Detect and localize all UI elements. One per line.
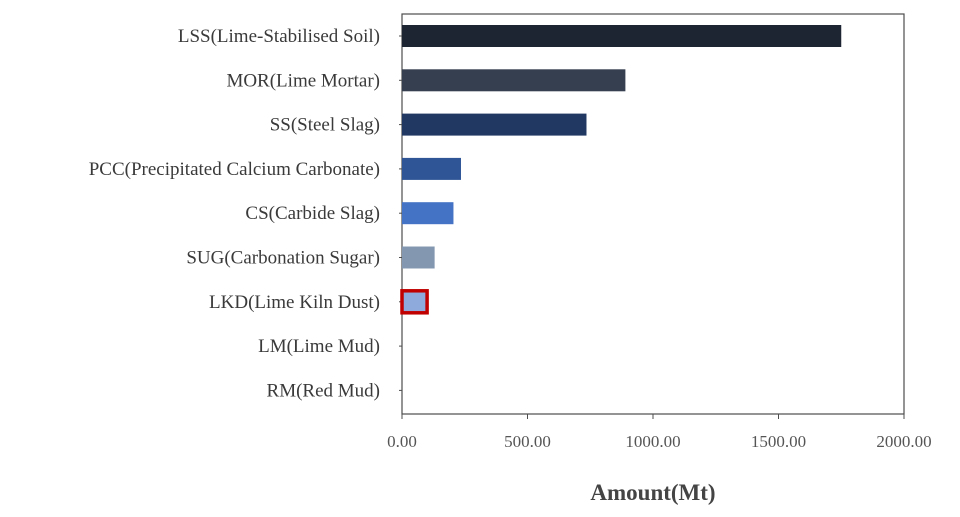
x-tick-label-1000: 1000.00 — [625, 432, 680, 451]
bar-lkd-highlighted — [400, 289, 429, 315]
x-tick-label-2000: 2000.00 — [876, 432, 931, 451]
bar-pcc — [402, 157, 461, 180]
category-label-ss: SS(Steel Slag) — [270, 115, 380, 136]
category-labels: LSS(Lime-Stabilised Soil) MOR(Lime Mortar… — [89, 26, 380, 401]
x-tick-label-0: 0.00 — [387, 432, 417, 451]
bar-mor — [402, 69, 626, 92]
x-axis-title: Amount(Mt) — [590, 480, 715, 505]
x-axis-ticks: 0.00 500.00 1000.00 1500.00 2000.00 — [387, 414, 932, 451]
category-label-lkd: LKD(Lime Kiln Dust) — [209, 292, 380, 313]
category-label-lss: LSS(Lime-Stabilised Soil) — [178, 26, 380, 47]
x-tick-label-500: 500.00 — [504, 432, 551, 451]
category-label-sug: SUG(Carbonation Sugar) — [186, 248, 380, 269]
category-label-lm: LM(Lime Mud) — [258, 336, 380, 357]
x-tick-label-1500: 1500.00 — [751, 432, 806, 451]
bar-cs — [402, 202, 454, 225]
category-label-cs: CS(Carbide Slag) — [245, 203, 380, 224]
bar-sug — [402, 246, 435, 269]
category-label-rm: RM(Red Mud) — [267, 380, 380, 401]
bar-lss — [402, 25, 842, 47]
bar-ss — [402, 113, 587, 136]
category-label-pcc: PCC(Precipitated Calcium Carbonate) — [89, 159, 380, 180]
category-label-mor: MOR(Lime Mortar) — [226, 70, 380, 91]
bars-group — [399, 25, 842, 391]
